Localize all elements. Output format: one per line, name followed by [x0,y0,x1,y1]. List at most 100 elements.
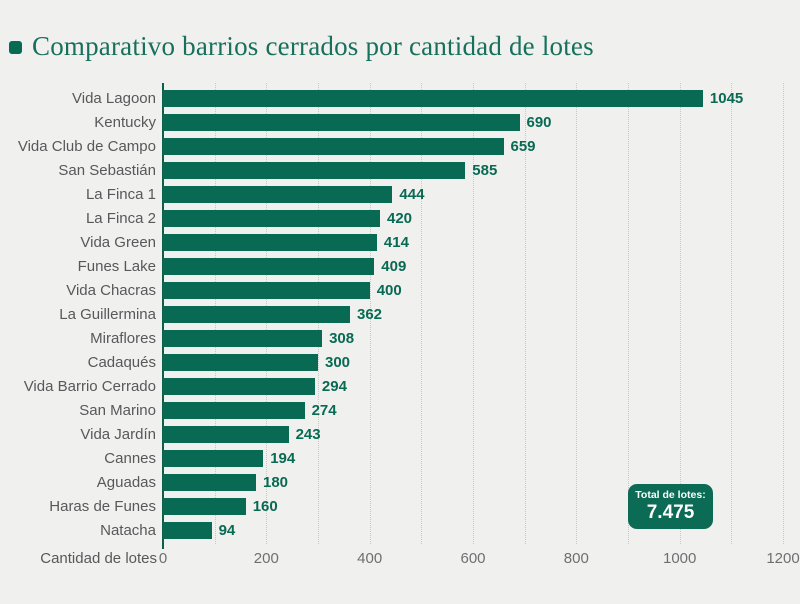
bar [163,161,466,179]
bar [163,449,264,467]
total-badge-value: 7.475 [646,502,695,523]
category-label: Kentucky [94,113,156,131]
x-axis-label: Cantidad de lotes [40,550,157,567]
plot-area: Vida Lagoon 1045 Kentucky 690 Vida Club de C… [0,83,800,549]
bar-row: Vida Barrio Cerrado 294 [0,374,800,398]
category-label: Vida Green [80,233,156,251]
bar-cell: 362 [163,302,800,326]
bar [163,305,350,323]
value-label: 400 [376,281,402,299]
bar [163,113,520,131]
bar [163,257,375,275]
bar-cell: 409 [163,254,800,278]
bar-cell: 444 [163,182,800,206]
category-label: Cadaqués [87,353,156,371]
bar-row: Vida Jardín 243 [0,422,800,446]
bar-row: Cannes 194 [0,446,800,470]
bar-cell: 400 [163,278,800,302]
total-badge: Total de lotes: 7.475 [628,484,713,529]
bar-row: Haras de Funes 160 [0,494,800,518]
x-axis-tick-label: 0 [158,550,168,567]
chart-title: Comparativo barrios cerrados por cantida… [32,31,594,61]
category-label: Natacha [100,521,156,539]
value-label: 414 [383,233,409,251]
value-label: 308 [329,329,355,347]
bar-cell: 243 [163,422,800,446]
bar [163,137,504,155]
category-label: Miraflores [90,329,156,347]
bar-row: San Marino 274 [0,398,800,422]
value-label: 1045 [709,89,744,107]
bar [163,521,212,539]
category-label: La Guillermina [59,305,156,323]
value-label: 194 [270,449,296,467]
bar-row: Vida Lagoon 1045 [0,86,800,110]
x-axis: Cantidad de lotes 0 200 400 600 800 1000 1200 [0,546,800,572]
category-label: Vida Barrio Cerrado [23,377,156,395]
bar [163,89,703,107]
bar-cell: 414 [163,230,800,254]
category-label: Funes Lake [77,257,156,275]
bar [163,353,318,371]
x-axis-tick-label: 1200 [766,550,800,567]
value-label: 362 [357,305,383,323]
bar-row: San Sebastián 585 [0,158,800,182]
bar-cell: 659 [163,134,800,158]
category-label: San Sebastián [58,161,156,179]
bar [163,209,380,227]
value-label: 444 [399,185,425,203]
bar-cell: 94 [163,518,800,542]
bar-cell: 274 [163,398,800,422]
bar-row: Vida Green 414 [0,230,800,254]
bar-row: Miraflores 308 [0,326,800,350]
category-label: Vida Jardín [80,425,156,443]
bar [163,425,289,443]
bar-cell: 308 [163,326,800,350]
value-label: 420 [387,209,413,227]
value-label: 94 [218,521,236,539]
value-label: 294 [321,377,347,395]
value-label: 243 [295,425,321,443]
value-label: 409 [381,257,407,275]
bar-cell: 180 [163,470,800,494]
bar [163,185,393,203]
category-label: Vida Chacras [66,281,156,299]
bar-cell: 1045 [163,86,800,110]
chart-header: Comparativo barrios cerrados por cantida… [0,0,800,62]
x-axis-tick-label: 1000 [663,550,697,567]
bar-chart: Vida Lagoon 1045 Kentucky 690 Vida Club de C… [0,83,800,572]
bar-cell: 294 [163,374,800,398]
bar-rows: Vida Lagoon 1045 Kentucky 690 Vida Club de C… [0,86,800,542]
bar-row: Cadaqués 300 [0,350,800,374]
value-label: 274 [311,401,337,419]
bar [163,497,246,515]
category-label: La Finca 2 [85,209,156,227]
x-axis-tick-label: 800 [563,550,589,567]
total-badge-label: Total de lotes: [635,489,706,501]
category-label: Aguadas [96,473,156,491]
value-label: 585 [472,161,498,179]
bar-row: Natacha 94 [0,518,800,542]
bar-row: La Guillermina 362 [0,302,800,326]
bar-row: La Finca 2 420 [0,206,800,230]
bar [163,473,256,491]
bar-row: Vida Chacras 400 [0,278,800,302]
bar-row: Kentucky 690 [0,110,800,134]
bar [163,233,377,251]
value-label: 180 [263,473,289,491]
category-label: Vida Club de Campo [17,137,156,155]
category-label: Haras de Funes [49,497,156,515]
x-axis-tick-label: 600 [460,550,486,567]
bar [163,377,315,395]
x-axis-tick-label: 400 [357,550,383,567]
bar-cell: 194 [163,446,800,470]
title-bullet-icon [9,41,22,54]
category-label: Cannes [104,449,156,467]
value-label: 300 [325,353,351,371]
bar-cell: 420 [163,206,800,230]
category-label: La Finca 1 [85,185,156,203]
bar-cell: 690 [163,110,800,134]
bar [163,281,370,299]
value-label: 659 [510,137,536,155]
category-label: Vida Lagoon [72,89,156,107]
